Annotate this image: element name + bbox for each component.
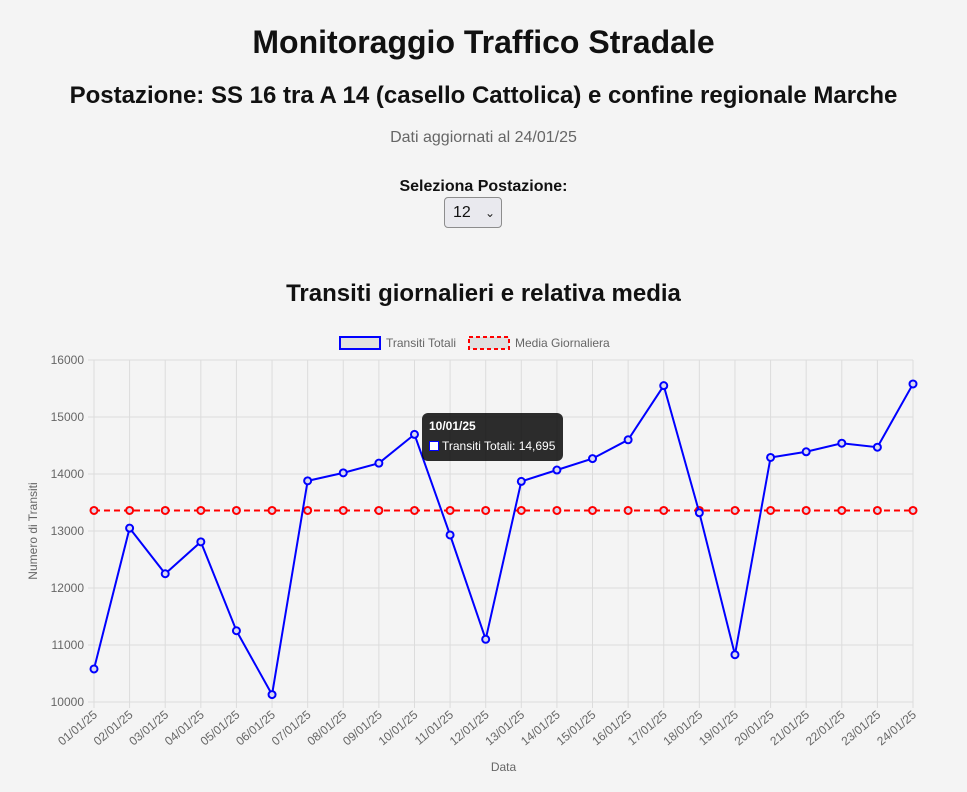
y-tick-label: 12000: [51, 581, 85, 595]
chevron-down-icon: ⌄: [484, 206, 495, 220]
data-point-totali: [160, 569, 170, 579]
data-point-media: [409, 505, 419, 515]
data-point-media: [303, 505, 313, 515]
data-point-totali: [196, 537, 206, 547]
data-point-totali: [231, 626, 241, 636]
data-point-totali: [694, 508, 704, 518]
x-axis-title: Data: [491, 760, 517, 774]
data-point-totali: [872, 442, 882, 452]
data-point-media: [338, 505, 348, 515]
x-tick-label: 24/01/25: [874, 707, 919, 748]
data-point-media: [659, 505, 669, 515]
data-point-media: [374, 505, 384, 515]
y-tick-label: 15000: [51, 410, 85, 424]
legend-label: Transiti Totali: [386, 336, 456, 350]
tooltip-title: 10/01/25: [429, 419, 476, 433]
data-point-media: [908, 505, 918, 515]
data-point-totali: [125, 523, 135, 533]
data-point-media: [231, 505, 241, 515]
station-select[interactable]: 12 ⌄: [444, 197, 502, 228]
data-point-media: [481, 505, 491, 515]
updated-date: Dati aggiornati al 24/01/25: [390, 129, 577, 146]
y-axis-title: Numero di Transiti: [26, 482, 40, 579]
data-point-totali: [338, 468, 348, 478]
y-tick-label: 11000: [52, 638, 85, 652]
legend-swatch: [468, 336, 510, 350]
data-point-media: [623, 505, 633, 515]
data-point-media: [89, 505, 99, 515]
data-point-media: [872, 505, 882, 515]
data-point-totali: [89, 664, 99, 674]
data-point-totali: [481, 634, 491, 644]
data-point-media: [552, 505, 562, 515]
data-point-totali: [730, 650, 740, 660]
data-point-media: [837, 505, 847, 515]
data-point-totali: [445, 530, 455, 540]
data-point-totali: [552, 465, 562, 475]
data-point-media: [267, 505, 277, 515]
y-tick-label: 13000: [51, 524, 85, 538]
y-tick-label: 10000: [51, 695, 85, 709]
data-point-totali: [588, 454, 598, 464]
data-point-media: [588, 505, 598, 515]
data-point-totali: [374, 458, 384, 468]
y-tick-label: 14000: [51, 467, 85, 481]
series-line-totali: [93, 383, 914, 698]
data-point-media: [196, 505, 206, 515]
legend-label: Media Giornaliera: [515, 336, 610, 350]
data-point-totali: [659, 381, 669, 391]
data-point-media: [125, 505, 135, 515]
data-point-totali: [303, 476, 313, 486]
data-point-media: [766, 505, 776, 515]
data-point-totali: [623, 435, 633, 445]
data-point-media: [445, 505, 455, 515]
data-point-totali: [801, 447, 811, 457]
chart-title: Transiti giornalieri e relativa media: [286, 280, 681, 307]
data-point-media: [730, 505, 740, 515]
data-point-totali: [409, 429, 419, 439]
station-select-value: 12: [453, 203, 471, 221]
tooltip-label: Transiti Totali: 14,695: [442, 439, 556, 453]
data-point-media: [160, 505, 170, 515]
data-point-totali: [837, 438, 847, 448]
data-point-totali: [766, 452, 776, 462]
page-title: Monitoraggio Traffico Stradale: [252, 24, 715, 60]
y-tick-label: 16000: [51, 353, 85, 367]
data-point-media: [516, 505, 526, 515]
station-select-label: Seleziona Postazione:: [399, 178, 568, 195]
data-point-totali: [908, 379, 918, 389]
legend-swatch: [339, 336, 381, 350]
data-point-totali: [267, 690, 277, 700]
x-tick-label: 10/01/25: [376, 707, 421, 748]
data-point-totali: [516, 476, 526, 486]
data-point-media: [801, 505, 811, 515]
tooltip-swatch: [429, 441, 439, 451]
station-title: Postazione: SS 16 tra A 14 (casello Catt…: [69, 82, 898, 109]
chart-tooltip: 10/01/25 Transiti Totali: 14,695: [422, 413, 563, 461]
